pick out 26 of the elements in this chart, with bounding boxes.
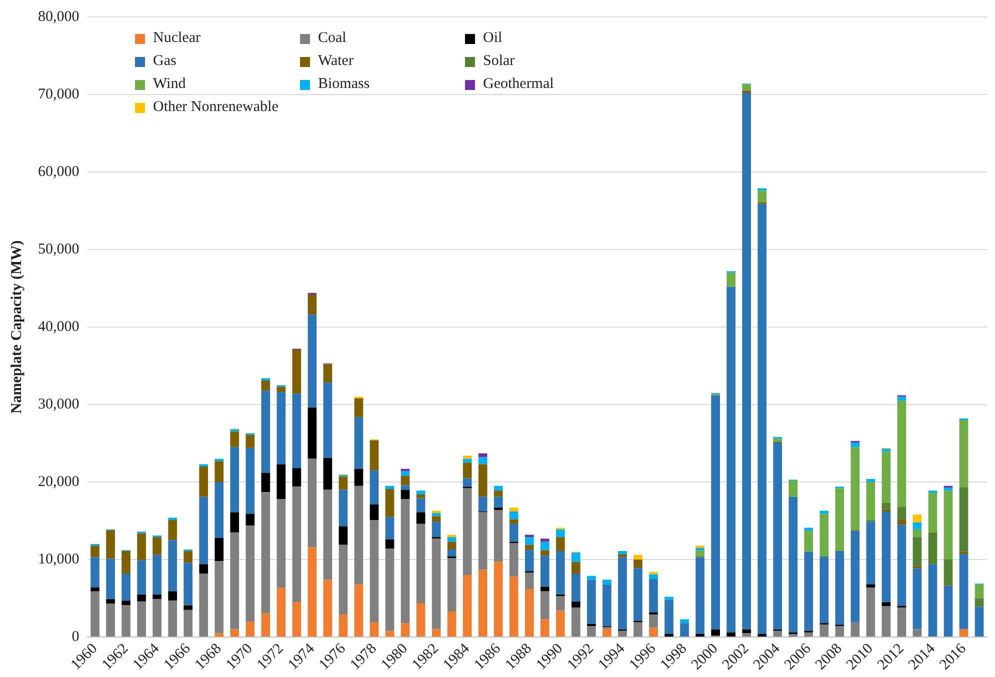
y-tick-label: 40,000 [38, 318, 80, 335]
y-tick-label: 80,000 [38, 8, 80, 25]
legend-label: Coal [318, 30, 346, 47]
legend-label: Solar [483, 53, 515, 70]
y-tick-label: 10,000 [38, 551, 80, 568]
y-axis-title: Nameplate Capacity (MW) [8, 240, 25, 414]
legend-label: Biomass [318, 76, 370, 93]
x-tick-label: 1980 [378, 640, 411, 674]
y-tick-label: 30,000 [38, 396, 80, 412]
y-tick-label: 60,000 [38, 164, 80, 180]
y-tick-label: 50,000 [38, 241, 80, 258]
legend-label: Water [318, 53, 354, 70]
legend-label: Nuclear [153, 30, 200, 47]
legend-label: Wind [153, 76, 186, 93]
y-tick-label: 70,000 [38, 86, 80, 102]
y-tick-label: 20,000 [38, 474, 80, 490]
x-tick-label: 1992 [564, 640, 598, 674]
x-tick-label: 1990 [533, 640, 566, 674]
x-tick-label: 1970 [223, 640, 256, 674]
legend-label: Gas [153, 53, 176, 70]
legend-label: Other Nonrenewable [153, 99, 278, 116]
x-tick-label: 1982 [409, 640, 442, 674]
x-tick-label: 1972 [254, 640, 287, 674]
legend-label: Oil [483, 30, 502, 47]
x-tick-label: 1962 [99, 640, 132, 674]
legend-label: Geothermal [483, 76, 554, 93]
